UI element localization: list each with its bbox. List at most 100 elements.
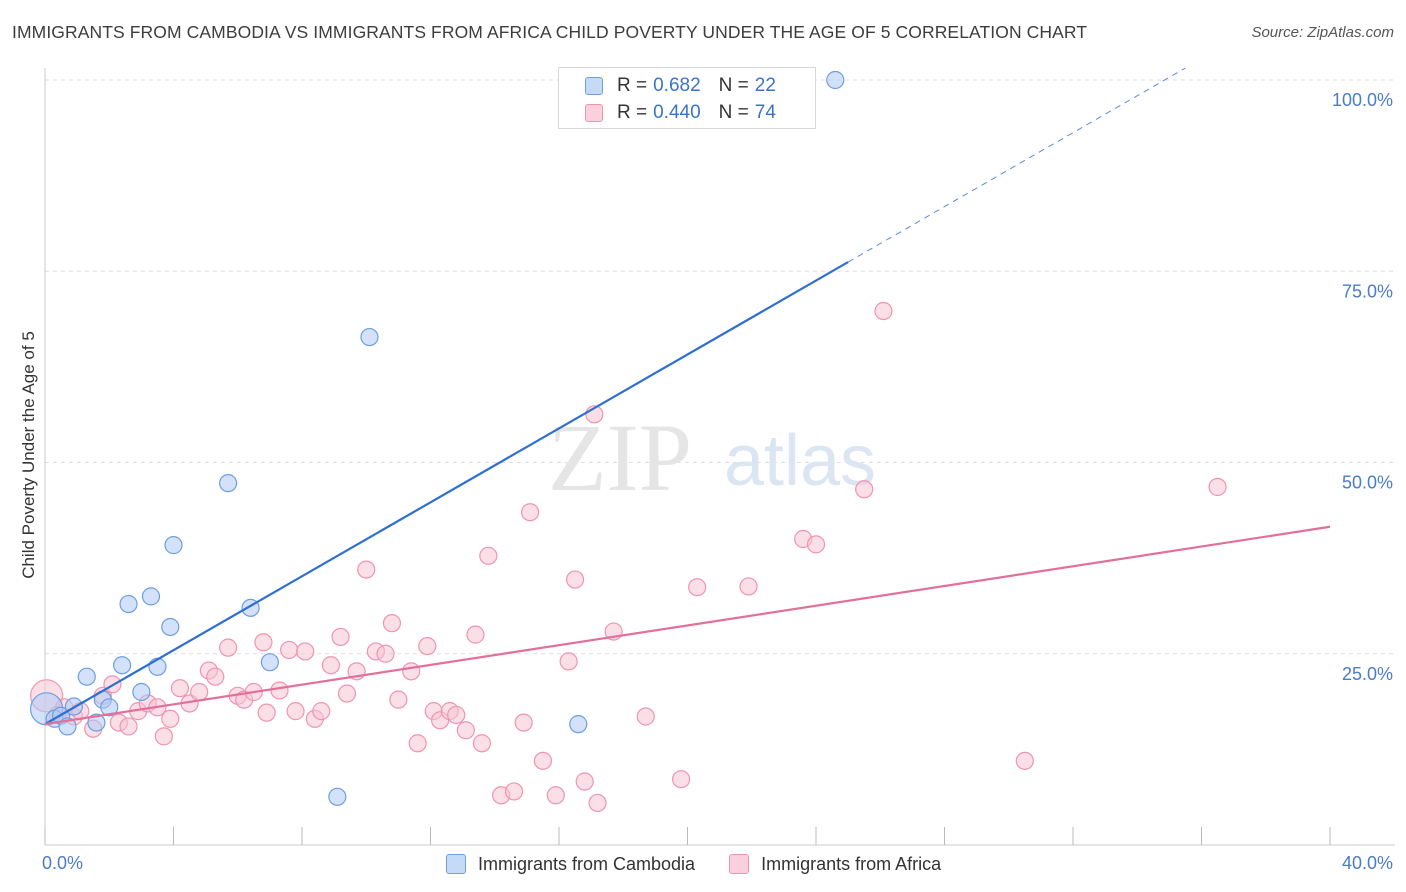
africa-point [575, 772, 594, 791]
africa-point [376, 644, 395, 663]
africa-point [154, 727, 173, 746]
africa-point [296, 642, 315, 661]
africa-point [190, 682, 209, 702]
africa-point [389, 690, 408, 709]
africa-point [170, 679, 190, 698]
cambodia-point [164, 536, 183, 555]
series-legend-item-cambodia: Immigrants from Cambodia [446, 854, 695, 875]
cambodia-point [569, 715, 588, 734]
africa-point [1015, 751, 1034, 770]
africa-point [559, 652, 578, 671]
africa-point [806, 535, 826, 554]
cambodia-point [87, 713, 106, 732]
watermark-zip: ZIP [548, 404, 692, 511]
series-legend-swatch-africa [729, 854, 750, 874]
africa-point [447, 705, 466, 725]
chart-title: IMMIGRANTS FROM CAMBODIA VS IMMIGRANTS F… [12, 22, 1088, 42]
legend-r-label: R = [617, 75, 648, 96]
africa-point [119, 717, 138, 736]
series-legend-swatch-cambodia [446, 854, 466, 874]
africa-point [254, 633, 273, 652]
africa-point [588, 793, 607, 813]
africa-point [520, 503, 540, 522]
africa-point [331, 627, 350, 647]
africa-point [408, 734, 427, 753]
africa-point [382, 614, 402, 633]
legend-r-value: 0.440 [653, 102, 701, 123]
x-tick-label: 0.0% [42, 853, 83, 873]
cambodia-point [328, 787, 347, 806]
africa-point [514, 713, 533, 732]
watermark: ZIP atlas [548, 404, 876, 511]
cambodia-point [161, 617, 180, 637]
legend-r-value: 0.682 [653, 75, 701, 96]
cambodia-point [148, 657, 167, 676]
cambodia-trend-line [44, 261, 849, 726]
cambodia-point [119, 594, 138, 614]
series-legend-label-africa: Immigrants from Africa [761, 853, 942, 874]
axes [44, 68, 1395, 846]
grid-lines [45, 79, 1395, 655]
y-tick-label: 75.0% [1342, 281, 1393, 301]
y-tick-label: 100.0% [1332, 90, 1393, 110]
africa-point [688, 578, 707, 597]
legend-n-value: 22 [754, 75, 776, 96]
africa-point [456, 721, 475, 740]
africa-point [206, 667, 225, 686]
y-axis-title: Child Poverty Under the Age of 5 [19, 331, 38, 579]
cambodia-point [132, 682, 151, 702]
watermark-atlas: atlas [724, 421, 876, 501]
cambodia-point [112, 656, 132, 675]
cambodia-point [219, 474, 238, 493]
trend-lines [44, 67, 1331, 726]
legend-n-label: N = [718, 102, 749, 123]
africa-point [161, 709, 180, 728]
africa-point [312, 702, 331, 721]
africa-point [466, 625, 485, 644]
y-tick-label: 25.0% [1342, 664, 1393, 684]
tick-labels: 25.0% 50.0% 75.0% 100.0% 0.0% 40.0% [42, 90, 1393, 873]
legend-swatch-africa [585, 104, 603, 122]
africa-point [286, 702, 305, 721]
x-tick-label: 40.0% [1342, 853, 1393, 873]
africa-point [479, 546, 498, 565]
cambodia-trend-extension [847, 67, 1186, 263]
series-legend: Immigrants from Cambodia Immigrants from… [446, 852, 975, 876]
y-tick-label: 50.0% [1342, 473, 1393, 493]
africa-point [280, 640, 299, 660]
africa-point [257, 703, 276, 722]
legend-n-label: N = [718, 75, 749, 96]
africa-point [636, 707, 655, 726]
africa-point [337, 684, 357, 703]
africa-point [472, 734, 491, 753]
africa-point [565, 570, 585, 589]
cambodia-point [260, 653, 279, 672]
cambodia-point [826, 70, 845, 90]
africa-point [402, 662, 421, 681]
legend-swatch-cambodia [585, 77, 603, 95]
legend-row-cambodia: R = 0.682 N = 22 [585, 73, 776, 99]
africa-trend-line [44, 525, 1331, 726]
africa-point [533, 751, 553, 770]
cambodia-point [77, 667, 96, 686]
africa-point [270, 681, 289, 700]
africa-point [418, 636, 437, 656]
legend-row-africa: R = 0.440 N = 74 [585, 100, 776, 126]
series-legend-label-cambodia: Immigrants from Cambodia [478, 853, 696, 874]
africa-point [504, 782, 524, 801]
africa-point [671, 770, 691, 789]
africa-point [874, 301, 893, 321]
africa-point [546, 786, 565, 805]
series-cambodia-points [30, 70, 845, 806]
africa-point [739, 577, 758, 596]
cambodia-point [360, 327, 379, 347]
chart-source: Source: ZipAtlas.com [1251, 24, 1394, 41]
series-legend-item-africa: Immigrants from Africa [729, 854, 941, 875]
series-africa-points [30, 301, 1227, 813]
africa-point [357, 560, 376, 579]
legend-r-label: R = [617, 102, 648, 123]
legend-n-value: 74 [754, 102, 776, 123]
africa-point [855, 480, 874, 499]
africa-point [1208, 477, 1227, 497]
